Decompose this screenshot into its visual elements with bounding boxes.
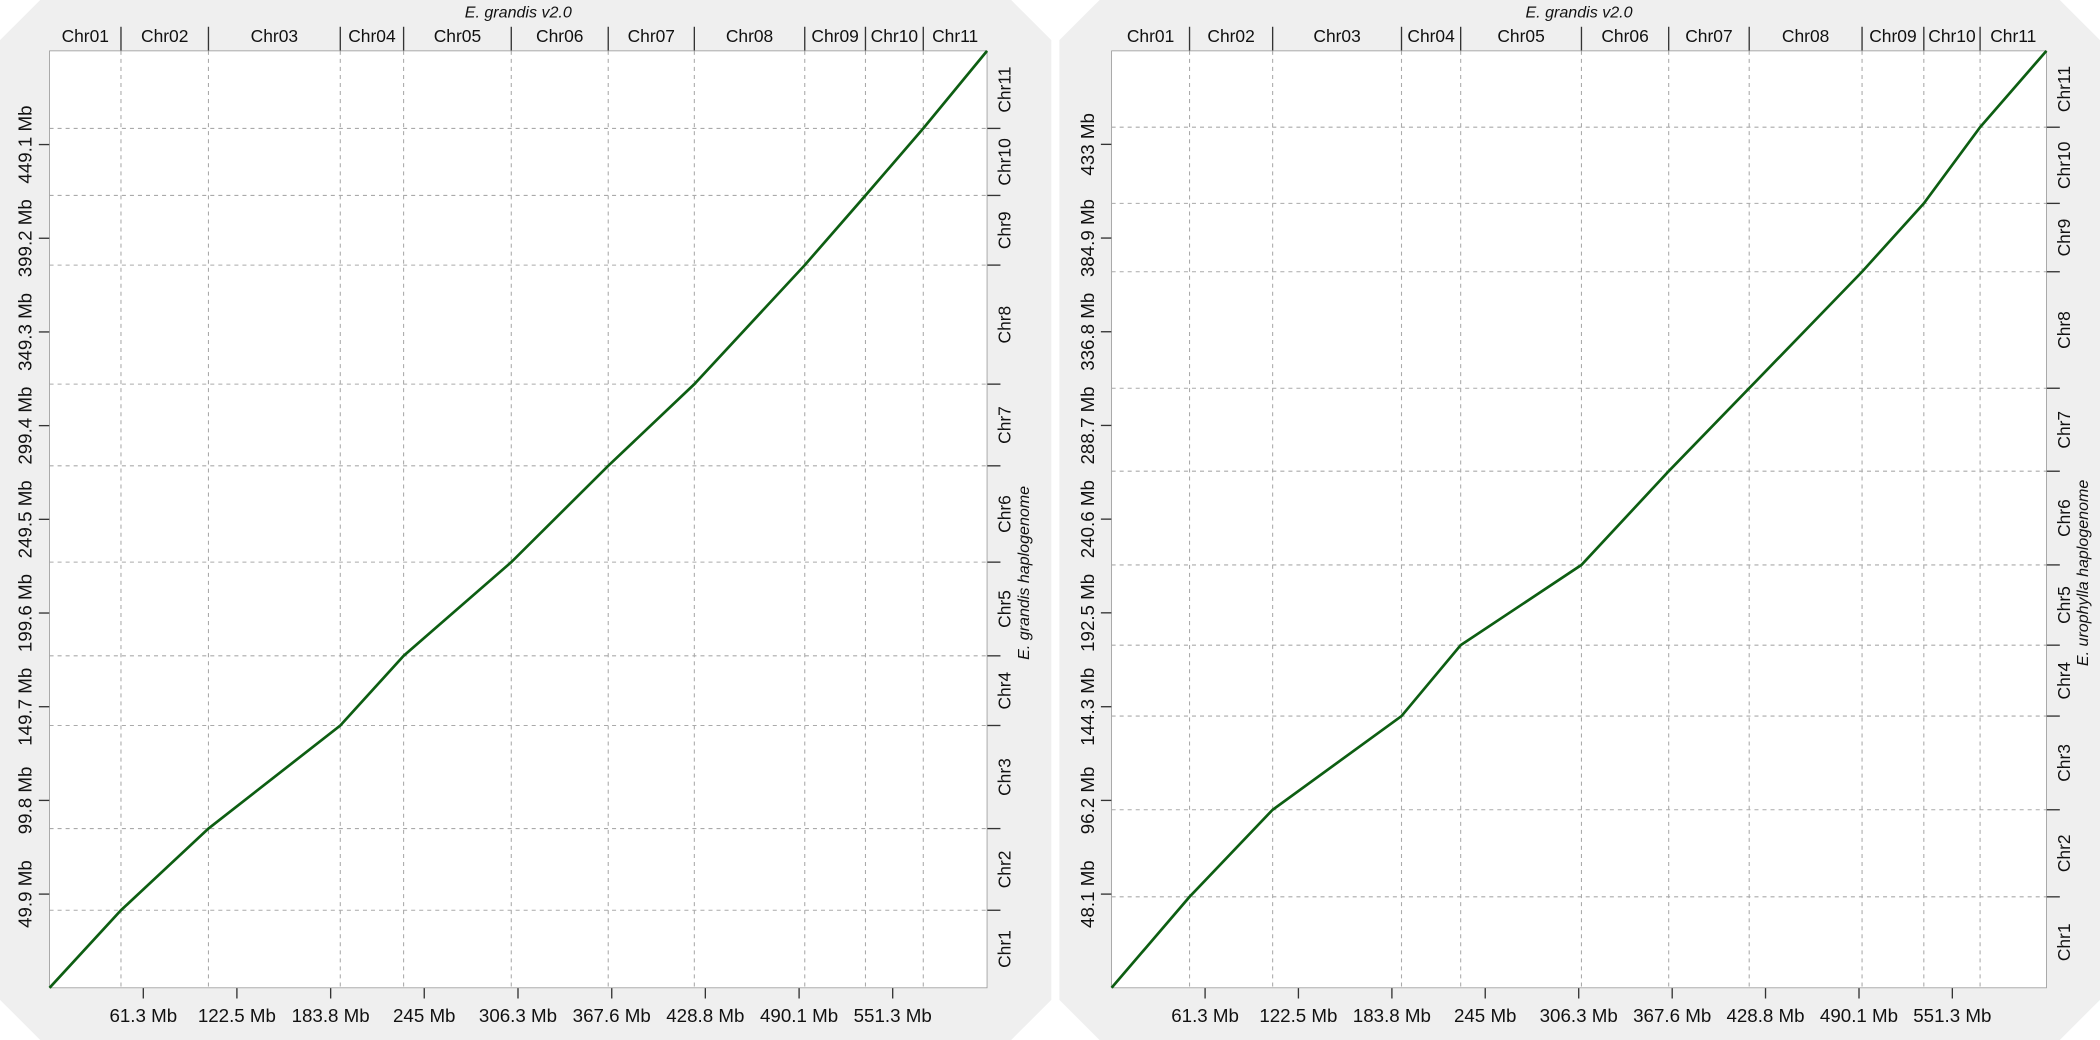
right-chromosome-label: Chr10 [994, 138, 1014, 185]
right-chromosome-label: Chr7 [994, 406, 1014, 444]
right-chromosome-label: Chr1 [994, 930, 1014, 968]
top-chromosome-label: Chr04 [1407, 26, 1455, 46]
right-chromosome-label: Chr5 [994, 590, 1014, 628]
right-chromosome-label: Chr11 [994, 67, 1014, 113]
alignment-line [1110, 49, 2048, 989]
top-chromosome-label: Chr08 [726, 26, 773, 46]
x-axis-title: E. grandis v2.0 [465, 4, 572, 22]
x-tick-label: 183.8 Mb [1353, 1005, 1431, 1026]
y-tick-label: 449.1 Mb [15, 106, 36, 184]
top-chromosome-label: Chr08 [1782, 26, 1829, 46]
top-chromosome-label: Chr01 [1127, 26, 1174, 46]
right-chromosome-label: Chr9 [994, 211, 1014, 249]
y-tick-label: 384.9 Mb [1077, 199, 1098, 277]
y-axis-title: E. urophylla haplogenome [2074, 480, 2092, 666]
x-tick-label: 367.6 Mb [1633, 1005, 1711, 1026]
x-tick-label: 61.3 Mb [1171, 1005, 1239, 1026]
plot-frame [1111, 50, 2047, 989]
top-chromosome-label: Chr01 [62, 26, 109, 46]
right-chromosome-label: Chr2 [2054, 834, 2074, 872]
top-chromosome-label: Chr05 [434, 26, 481, 46]
top-chromosome-label: Chr10 [1928, 26, 1975, 46]
x-tick-label: 245 Mb [393, 1005, 456, 1026]
right-chromosome-label: Chr4 [2054, 661, 2074, 699]
right-chromosome-label: Chr9 [2054, 219, 2074, 257]
y-tick-label: 299.4 Mb [15, 387, 36, 465]
plot-frame [49, 50, 988, 989]
x-tick-label: 245 Mb [1454, 1005, 1517, 1026]
x-tick-label: 367.6 Mb [573, 1005, 651, 1026]
x-tick-label: 428.8 Mb [666, 1005, 744, 1026]
y-tick-label: 249.5 Mb [15, 480, 36, 558]
top-chromosome-label: Chr03 [1313, 26, 1360, 46]
y-tick-label: 199.6 Mb [15, 574, 36, 652]
top-chromosome-label: Chr11 [1990, 26, 2036, 46]
alignment-line [48, 50, 989, 989]
right-chromosome-label: Chr5 [2054, 586, 2074, 624]
right-chromosome-label: Chr6 [2054, 499, 2074, 537]
x-tick-label: 551.3 Mb [854, 1005, 932, 1026]
y-tick-label: 149.7 Mb [15, 668, 36, 746]
x-tick-label: 428.8 Mb [1726, 1005, 1804, 1026]
top-chromosome-label: Chr07 [1685, 26, 1732, 46]
x-tick-label: 490.1 Mb [760, 1005, 838, 1026]
top-chromosome-label: Chr06 [1601, 26, 1648, 46]
y-tick-label: 336.8 Mb [1077, 293, 1098, 371]
y-tick-label: 96.2 Mb [1077, 767, 1098, 835]
plot-area [1111, 50, 2047, 988]
y-tick-label: 99.8 Mb [15, 767, 36, 835]
top-chromosome-label: Chr05 [1497, 26, 1544, 46]
top-chromosome-label: Chr02 [1207, 26, 1254, 46]
top-chromosome-label: Chr02 [141, 26, 188, 46]
right-chromosome-label: Chr7 [2054, 411, 2074, 449]
right-chromosome-label: Chr6 [994, 495, 1014, 533]
x-tick-label: 551.3 Mb [1913, 1005, 1991, 1026]
x-tick-label: 306.3 Mb [1540, 1005, 1618, 1026]
top-chromosome-label: Chr11 [932, 26, 978, 46]
y-tick-label: 48.1 Mb [1077, 860, 1098, 928]
right-chromosome-label: Chr11 [2054, 66, 2074, 112]
top-chromosome-label: Chr09 [811, 26, 858, 46]
top-chromosome-label: Chr06 [536, 26, 583, 46]
right-chromosome-label: Chr2 [994, 851, 1014, 889]
y-tick-label: 433 Mb [1077, 113, 1098, 175]
top-chromosome-label: Chr07 [628, 26, 675, 46]
top-chromosome-label: Chr10 [871, 26, 918, 46]
y-tick-label: 49.9 Mb [15, 860, 36, 928]
top-chromosome-label: Chr09 [1869, 26, 1916, 46]
x-tick-label: 122.5 Mb [198, 1005, 276, 1026]
right-chromosome-label: Chr3 [994, 758, 1014, 796]
top-chromosome-label: Chr03 [251, 26, 298, 46]
y-tick-label: 144.3 Mb [1077, 668, 1098, 746]
x-tick-label: 122.5 Mb [1259, 1005, 1337, 1026]
right-chromosome-label: Chr10 [2054, 142, 2074, 189]
y-axis-title: E. grandis haplogenome [1015, 486, 1033, 660]
right-chromosome-label: Chr8 [994, 306, 1014, 344]
right-chromosome-label: Chr3 [2054, 744, 2074, 782]
right-chromosome-label: Chr8 [2054, 311, 2074, 349]
right-chromosome-label: Chr4 [994, 671, 1014, 709]
y-tick-label: 240.6 Mb [1077, 480, 1098, 558]
x-tick-label: 490.1 Mb [1820, 1005, 1898, 1026]
x-tick-label: 183.8 Mb [292, 1005, 370, 1026]
y-tick-label: 288.7 Mb [1077, 386, 1098, 464]
y-tick-label: 399.2 Mb [15, 199, 36, 277]
y-tick-label: 192.5 Mb [1077, 574, 1098, 652]
x-tick-label: 61.3 Mb [109, 1005, 177, 1026]
right-chromosome-label: Chr1 [2054, 923, 2074, 961]
x-axis-title: E. grandis v2.0 [1525, 4, 1632, 22]
top-chromosome-label: Chr04 [348, 26, 396, 46]
x-tick-label: 306.3 Mb [479, 1005, 557, 1026]
y-tick-label: 349.3 Mb [15, 293, 36, 371]
